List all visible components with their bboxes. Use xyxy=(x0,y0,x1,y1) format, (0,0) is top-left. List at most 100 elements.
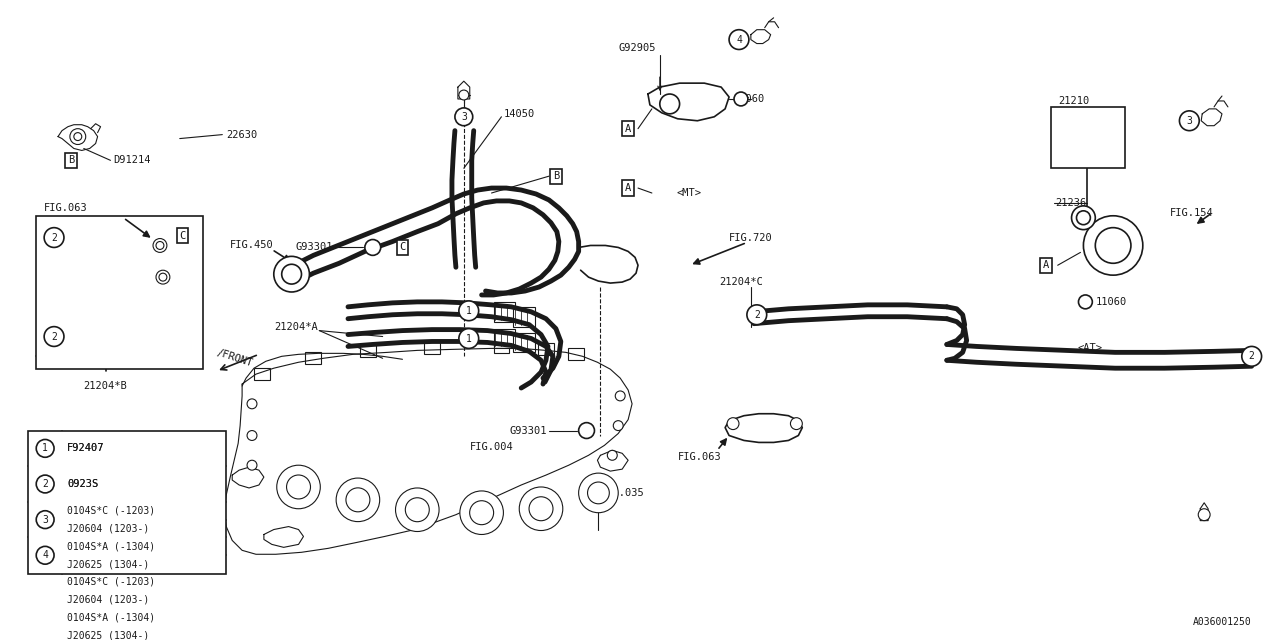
Circle shape xyxy=(36,475,54,493)
Circle shape xyxy=(579,422,594,438)
Text: A: A xyxy=(625,183,631,193)
Text: B: B xyxy=(553,171,559,181)
Circle shape xyxy=(282,264,302,284)
Bar xyxy=(494,328,516,348)
Circle shape xyxy=(588,482,609,504)
Circle shape xyxy=(247,399,257,409)
Text: A036001250: A036001250 xyxy=(1193,616,1252,627)
Circle shape xyxy=(365,239,380,255)
Text: G92905: G92905 xyxy=(618,42,655,52)
Circle shape xyxy=(791,418,803,429)
Circle shape xyxy=(154,239,166,252)
Circle shape xyxy=(247,460,257,470)
Circle shape xyxy=(1198,509,1210,520)
Circle shape xyxy=(579,473,618,513)
Text: 1: 1 xyxy=(42,444,49,453)
Text: 22630: 22630 xyxy=(227,130,257,140)
Circle shape xyxy=(458,301,479,321)
Text: 3: 3 xyxy=(1187,116,1192,125)
Bar xyxy=(513,307,535,326)
Text: 11060: 11060 xyxy=(1096,297,1126,307)
Text: 2: 2 xyxy=(51,332,58,342)
Circle shape xyxy=(337,478,380,522)
Text: <AT>: <AT> xyxy=(1078,344,1103,353)
Text: FIG.004: FIG.004 xyxy=(470,442,513,452)
Bar xyxy=(513,333,535,353)
Text: C: C xyxy=(399,243,406,252)
Text: 11060: 11060 xyxy=(733,94,765,104)
Circle shape xyxy=(396,488,439,531)
Bar xyxy=(568,348,584,360)
Text: 1: 1 xyxy=(466,306,472,316)
Text: FIG.063: FIG.063 xyxy=(677,452,721,462)
Bar xyxy=(253,368,270,380)
Circle shape xyxy=(727,418,739,429)
Text: 0104S*A (-1304): 0104S*A (-1304) xyxy=(67,541,155,551)
Circle shape xyxy=(1179,111,1199,131)
Text: FIG.063: FIG.063 xyxy=(44,203,88,213)
Bar xyxy=(424,342,440,355)
Circle shape xyxy=(1096,228,1132,263)
Circle shape xyxy=(70,129,86,145)
Circle shape xyxy=(1083,216,1143,275)
Text: G93301: G93301 xyxy=(296,243,333,252)
Circle shape xyxy=(529,497,553,521)
Bar xyxy=(36,216,202,369)
Text: 0923S: 0923S xyxy=(67,479,99,489)
Text: J20604 (1203-): J20604 (1203-) xyxy=(67,595,150,605)
Bar xyxy=(494,302,516,322)
Text: 2: 2 xyxy=(1249,351,1254,362)
Text: 0923S: 0923S xyxy=(67,479,99,489)
Circle shape xyxy=(748,305,767,324)
Text: 0104S*C (-1203): 0104S*C (-1203) xyxy=(67,577,155,587)
Circle shape xyxy=(460,491,503,534)
Bar xyxy=(306,353,321,364)
Circle shape xyxy=(44,326,64,346)
Circle shape xyxy=(458,328,479,348)
Circle shape xyxy=(36,440,54,457)
Circle shape xyxy=(156,270,170,284)
Circle shape xyxy=(1076,211,1091,225)
Circle shape xyxy=(74,132,82,141)
Circle shape xyxy=(346,488,370,512)
Text: F92407: F92407 xyxy=(67,444,105,453)
Text: B: B xyxy=(68,156,74,165)
Text: 21204*B: 21204*B xyxy=(83,381,128,391)
Text: 21236: 21236 xyxy=(1056,198,1087,208)
Bar xyxy=(360,346,376,357)
Circle shape xyxy=(44,228,64,248)
Circle shape xyxy=(458,90,468,100)
Circle shape xyxy=(470,500,494,525)
Circle shape xyxy=(616,391,625,401)
Bar xyxy=(1051,107,1125,168)
Text: 1: 1 xyxy=(466,333,472,344)
Text: 3: 3 xyxy=(461,112,467,122)
Text: 14050: 14050 xyxy=(503,109,535,119)
Text: F92407: F92407 xyxy=(67,444,105,453)
Text: FIG.035: FIG.035 xyxy=(600,488,644,498)
Circle shape xyxy=(406,498,429,522)
Bar xyxy=(28,431,227,574)
Text: C: C xyxy=(179,230,186,241)
Circle shape xyxy=(1079,295,1092,309)
Circle shape xyxy=(1071,206,1096,230)
Text: 0104S*A (-1304): 0104S*A (-1304) xyxy=(67,612,155,623)
Circle shape xyxy=(156,241,164,250)
Text: FIG.154: FIG.154 xyxy=(1170,208,1213,218)
Bar xyxy=(538,344,554,355)
Text: G93301: G93301 xyxy=(509,426,547,436)
Text: 3: 3 xyxy=(42,515,49,525)
Circle shape xyxy=(520,487,563,531)
Circle shape xyxy=(454,108,472,125)
Text: J20625 (1304-): J20625 (1304-) xyxy=(67,630,150,640)
Circle shape xyxy=(613,420,623,431)
Text: 21210: 21210 xyxy=(1059,96,1091,106)
Text: J20604 (1203-): J20604 (1203-) xyxy=(67,524,150,534)
Circle shape xyxy=(36,511,54,529)
Text: A: A xyxy=(1043,260,1048,270)
Circle shape xyxy=(36,547,54,564)
Circle shape xyxy=(287,475,311,499)
Text: 0104S*C (-1203): 0104S*C (-1203) xyxy=(67,506,155,516)
Circle shape xyxy=(659,94,680,114)
Circle shape xyxy=(1242,346,1262,366)
